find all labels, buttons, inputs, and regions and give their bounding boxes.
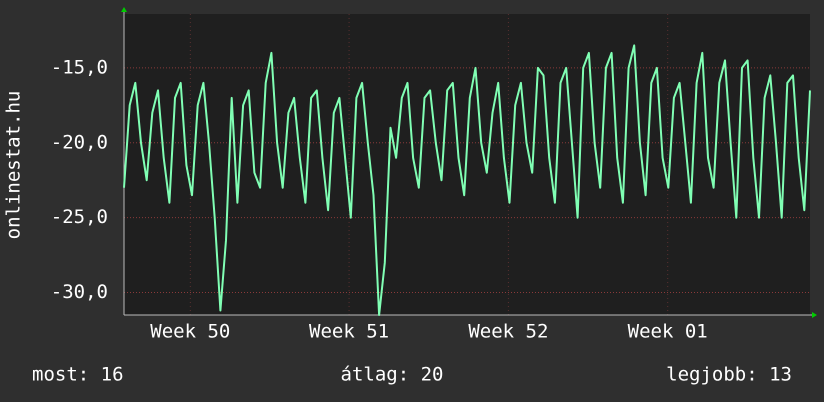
x-tick-label: Week 01: [628, 321, 708, 343]
footer-stat: legjobb: 13: [666, 364, 792, 386]
data-line: [123, 44, 811, 316]
y-tick-label: -30,0: [51, 281, 108, 303]
axis-arrow: [812, 312, 817, 318]
x-tick-label: Week 52: [468, 321, 548, 343]
y-tick-label: -15,0: [51, 56, 108, 78]
footer-stat: átlag: 20: [341, 364, 444, 386]
axis-arrow: [121, 7, 127, 12]
footer-stat: most: 16: [32, 364, 124, 386]
y-axis-label: onlinestat.hu: [3, 91, 25, 240]
plot-area: [124, 14, 810, 315]
y-tick-label: -20,0: [51, 131, 108, 153]
y-tick-label: -25,0: [51, 206, 108, 228]
x-tick-label: Week 50: [150, 321, 230, 343]
x-tick-label: Week 51: [309, 321, 389, 343]
